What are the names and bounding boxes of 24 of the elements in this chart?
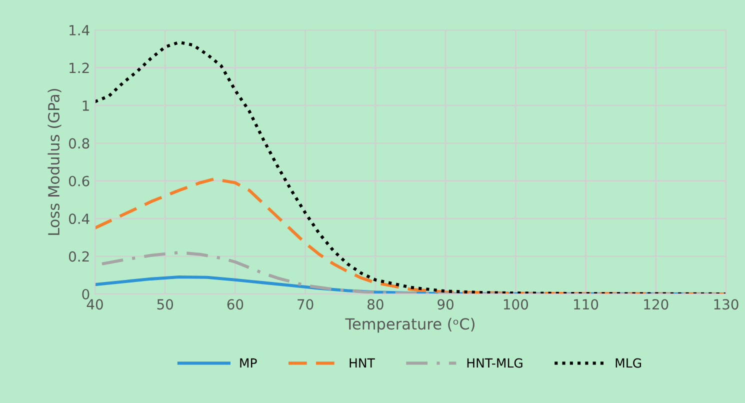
y-tick-label: 0.4 [68,214,90,224]
y-tick-label: 1 [82,100,89,111]
x-tick-label: 130 [714,299,738,310]
y-axis-title: Loss Modulus (GPa) [48,88,62,235]
legend-label: MP [240,358,257,368]
y-tick-label: 1.4 [70,25,90,36]
x-tick-label: 90 [438,299,454,310]
x-tick-label: 80 [368,299,384,310]
y-tick-label: 0 [82,288,90,300]
legend-label: HNT-MLG [467,358,522,368]
legend-label: HNT [350,358,375,368]
x-axis-title: Temperature (ᵒC) [345,318,474,333]
x-tick-label: 100 [504,299,528,310]
y-tick-label: 0.8 [68,138,90,149]
x-tick-label: 70 [298,299,314,310]
x-tick-label: 120 [644,299,668,310]
x-tick-label: 40 [86,299,103,310]
x-tick-label: 110 [574,299,598,310]
x-tick-label: 60 [227,299,244,310]
y-tick-label: 1.2 [70,62,89,73]
y-tick-label: 0.2 [68,251,89,262]
legend-label: MLG [616,358,642,368]
y-tick-label: 0.6 [68,176,90,186]
x-tick-label: 50 [157,299,174,310]
